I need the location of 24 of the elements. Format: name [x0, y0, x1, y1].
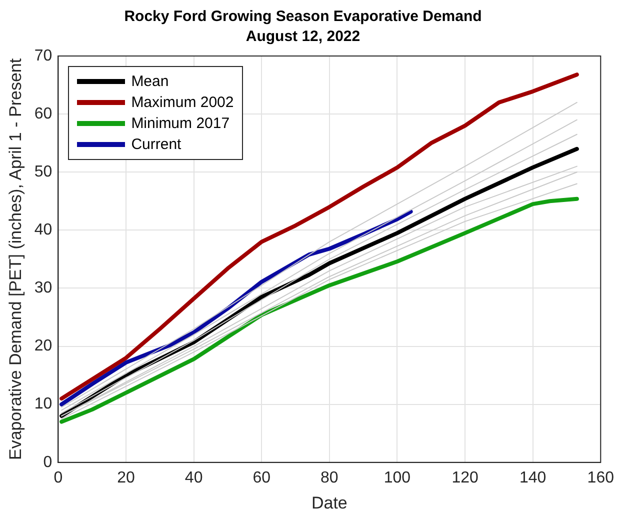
x-tick-label: 20: [117, 469, 136, 486]
y-tick-label: 50: [34, 164, 52, 181]
y-tick-label: 0: [43, 454, 52, 471]
y-tick-label: 30: [34, 280, 52, 297]
legend-label: Current: [131, 135, 182, 155]
y-tick-label: 10: [34, 396, 52, 413]
y-tick-label: 40: [34, 222, 52, 239]
chart-title: Rocky Ford Growing Season Evaporative Demand: [124, 8, 482, 26]
legend-label: Mean: [131, 72, 169, 92]
x-tick-label: 40: [184, 469, 203, 486]
x-tick-label: 140: [519, 469, 546, 486]
x-tick-label: 160: [587, 469, 614, 486]
chart-subtitle: August 12, 2022: [246, 28, 360, 46]
y-tick-label: 60: [34, 105, 52, 122]
y-tick-label: 20: [34, 338, 52, 355]
legend-label: Minimum 2017: [131, 114, 230, 134]
y-tick-label: 70: [34, 47, 52, 64]
y-axis-title: Evaporative Demand [PET] (inches), April 1 - Present: [6, 58, 25, 460]
x-axis-title: Date: [311, 493, 348, 512]
x-tick-label: 100: [384, 469, 411, 486]
x-tick-label: 80: [320, 469, 338, 486]
x-tick-label: 120: [452, 469, 478, 486]
x-tick-label: 60: [252, 469, 271, 486]
legend-label: Maximum 2002: [131, 93, 234, 113]
